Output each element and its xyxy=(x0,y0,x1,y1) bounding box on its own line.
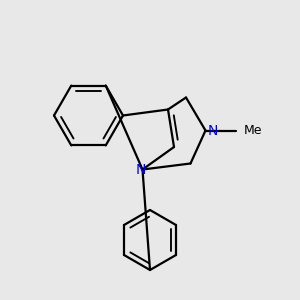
Text: N: N xyxy=(136,163,146,176)
Text: N: N xyxy=(208,124,218,137)
Text: Me: Me xyxy=(244,124,262,137)
